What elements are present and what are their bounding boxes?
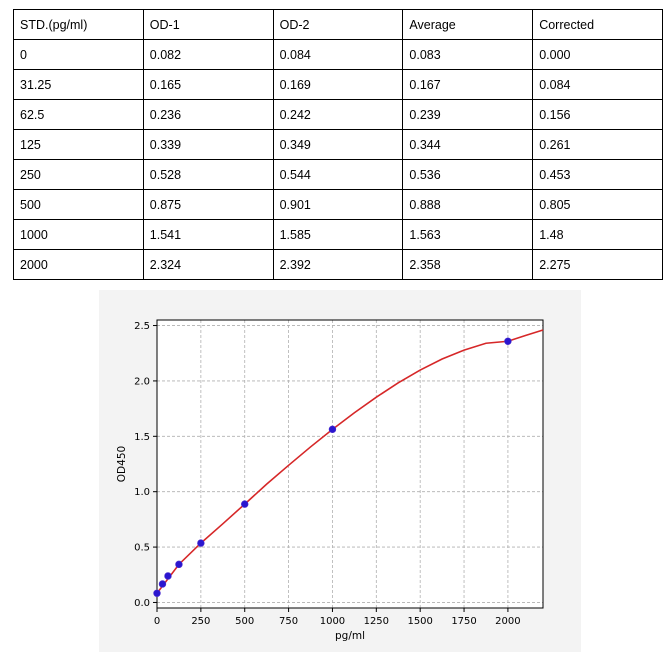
cell-std: 125 <box>13 129 144 160</box>
y-tick-label: 2.0 <box>134 376 150 387</box>
x-tick-label: 1000 <box>320 616 345 627</box>
table-row: 125 0.339 0.349 0.344 0.261 <box>13 129 663 160</box>
data-point <box>241 500 249 508</box>
cell-std: 62.5 <box>13 99 144 130</box>
y-axis-label: OD450 <box>116 446 128 482</box>
y-tick-label: 1.5 <box>134 432 150 443</box>
standards-table: STD.(pg/ml) OD-1 OD-2 Average Corrected … <box>13 9 663 280</box>
cell-od2: 1.585 <box>272 219 404 250</box>
x-tick-label: 1250 <box>364 616 389 627</box>
plot-area <box>157 320 543 608</box>
data-point <box>197 539 205 547</box>
cell-std: 250 <box>13 159 144 190</box>
cell-corrected: 0.453 <box>532 159 663 190</box>
cell-od2: 0.169 <box>272 69 404 100</box>
cell-od1: 0.875 <box>142 189 274 220</box>
cell-average: 0.239 <box>402 99 534 130</box>
y-tick-label: 1.0 <box>134 487 150 498</box>
cell-corrected: 0.805 <box>532 189 663 220</box>
plot-frame <box>156 319 544 609</box>
cell-average: 0.083 <box>402 39 534 70</box>
cell-average: 0.888 <box>402 189 534 220</box>
col-header-od1: OD-1 <box>142 9 274 40</box>
table-row: 31.25 0.165 0.169 0.167 0.084 <box>13 69 663 100</box>
table-header-row: STD.(pg/ml) OD-1 OD-2 Average Corrected <box>13 9 663 40</box>
data-point <box>153 589 161 597</box>
x-tick-label: 0 <box>154 616 160 627</box>
x-tick-label: 1750 <box>451 616 476 627</box>
table-row: 2000 2.324 2.392 2.358 2.275 <box>13 249 663 280</box>
table-row: 500 0.875 0.901 0.888 0.805 <box>13 189 663 220</box>
x-tick-label: 500 <box>235 616 254 627</box>
cell-corrected: 0.084 <box>532 69 663 100</box>
table-row: 1000 1.541 1.585 1.563 1.48 <box>13 219 663 250</box>
cell-average: 2.358 <box>402 249 534 280</box>
cell-od1: 0.236 <box>142 99 274 130</box>
standard-curve-chart: 0 250 500 750 1000 1250 1500 1750 2000 0.0 0.5 1.0 1… <box>99 290 581 652</box>
cell-od2: 0.242 <box>272 99 404 130</box>
y-tick-label: 0.5 <box>134 543 150 554</box>
cell-od2: 0.544 <box>272 159 404 190</box>
col-header-od2: OD-2 <box>272 9 404 40</box>
cell-corrected: 0.261 <box>532 129 663 160</box>
table-body: 0 0.082 0.084 0.083 0.000 31.25 0.165 0.169 0.16… <box>13 39 663 280</box>
y-tick-label: 2.5 <box>134 321 150 332</box>
cell-average: 0.344 <box>402 129 534 160</box>
cell-std: 31.25 <box>13 69 144 100</box>
cell-od2: 2.392 <box>272 249 404 280</box>
cell-od1: 1.541 <box>142 219 274 250</box>
fit-curve-line <box>156 329 544 594</box>
cell-od2: 0.901 <box>272 189 404 220</box>
cell-od1: 0.528 <box>142 159 274 190</box>
cell-std: 1000 <box>13 219 144 250</box>
cell-od1: 0.339 <box>142 129 274 160</box>
cell-average: 1.563 <box>402 219 534 250</box>
cell-average: 0.536 <box>402 159 534 190</box>
col-header-corrected: Corrected <box>532 9 663 40</box>
cell-od2: 0.084 <box>272 39 404 70</box>
data-point <box>504 337 512 345</box>
cell-corrected: 1.48 <box>532 219 663 250</box>
cell-od1: 2.324 <box>142 249 274 280</box>
col-header-std: STD.(pg/ml) <box>13 9 144 40</box>
cell-od1: 0.082 <box>142 39 274 70</box>
x-tick-label: 750 <box>279 616 298 627</box>
cell-corrected: 2.275 <box>532 249 663 280</box>
chart-canvas: 0 250 500 750 1000 1250 1500 1750 2000 0.0 0.5 1.0 1… <box>116 319 544 642</box>
data-point <box>175 560 183 569</box>
cell-od2: 0.349 <box>272 129 404 160</box>
x-tick-label: 250 <box>191 616 210 627</box>
y-tick-label: 0.0 <box>134 598 150 609</box>
col-header-average: Average <box>402 9 534 40</box>
cell-od1: 0.165 <box>142 69 274 100</box>
cell-std: 2000 <box>13 249 144 280</box>
x-tick-label: 2000 <box>495 616 520 627</box>
table-row: 0 0.082 0.084 0.083 0.000 <box>13 39 663 70</box>
table-row: 250 0.528 0.544 0.536 0.453 <box>13 159 663 190</box>
data-point <box>158 580 167 588</box>
data-point <box>328 425 337 434</box>
cell-std: 0 <box>13 39 144 70</box>
cell-corrected: 0.000 <box>532 39 663 70</box>
cell-corrected: 0.156 <box>532 99 663 130</box>
table-row: 62.5 0.236 0.242 0.239 0.156 <box>13 99 663 130</box>
x-axis-label: pg/ml <box>335 630 365 642</box>
data-point <box>164 572 172 580</box>
cell-std: 500 <box>13 189 144 220</box>
cell-average: 0.167 <box>402 69 534 100</box>
x-tick-label: 1500 <box>407 616 432 627</box>
